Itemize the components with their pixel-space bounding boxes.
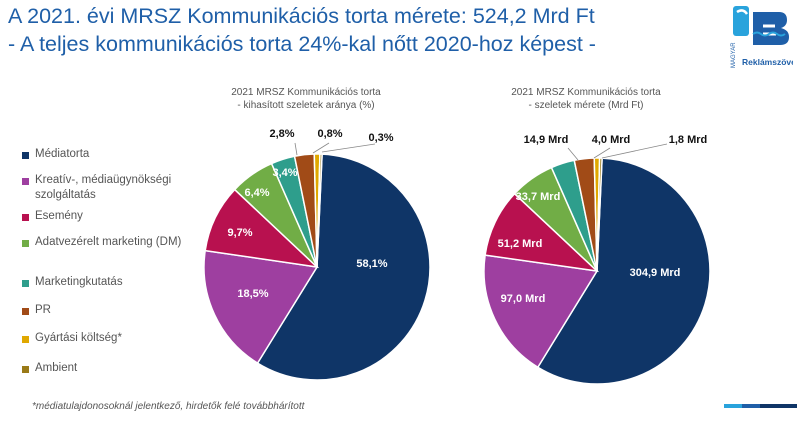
data-label: 33,7 Mrd	[516, 191, 561, 203]
legend-swatch	[22, 214, 29, 221]
data-label: 51,2 Mrd	[498, 238, 543, 250]
footnote: *médiatulajdonosoknál jelentkező, hirdet…	[32, 401, 305, 412]
page-subtitle: - A teljes kommunikációs torta 24%-kal n…	[8, 32, 596, 56]
legend-swatch	[22, 178, 29, 185]
legend-label: PR	[35, 304, 51, 316]
leader-line	[593, 147, 611, 159]
logo-vertical-text: MAGYAR	[731, 42, 737, 68]
leader-line	[321, 143, 376, 153]
data-label: 14,9 Mrd	[524, 134, 569, 146]
pie-slice	[536, 157, 711, 385]
mrsz-logo: MAGYAR Reklámszövetség	[729, 4, 800, 68]
legend-label: Esemény	[35, 210, 83, 222]
legend-swatch	[22, 152, 29, 159]
leader-line	[601, 143, 668, 159]
leader-line	[312, 142, 330, 154]
footer-bar	[724, 404, 743, 408]
legend-swatch	[22, 308, 29, 315]
data-label: 3,4%	[272, 167, 297, 179]
page-title: A 2021. évi MRSZ Kommunikációs torta mér…	[8, 4, 595, 28]
footer-bar	[742, 404, 761, 408]
pie-slice	[203, 249, 319, 365]
logo-text: Reklámszövetség	[742, 57, 793, 67]
chart-2-title: 2021 MRSZ Kommunikációs torta - szeletek …	[496, 86, 676, 112]
data-label: 6,4%	[244, 187, 269, 199]
chart-1-title: 2021 MRSZ Kommunikációs torta - kihasítot…	[216, 86, 396, 112]
pie-slice	[316, 153, 323, 268]
footer-bar	[778, 404, 797, 408]
mrsz-logo-icon: MAGYAR Reklámszövetség	[731, 6, 800, 68]
data-label: 4,0 Mrd	[592, 134, 631, 146]
legend-label: Adatvezérelt marketing (DM)	[35, 236, 182, 248]
data-label: 2,8%	[269, 128, 294, 140]
data-label: 17,7 Mrd	[468, 162, 513, 174]
leader-line	[294, 142, 298, 156]
pie-slice	[256, 153, 431, 381]
legend-label: Ambient	[35, 362, 78, 374]
legend-swatch	[22, 336, 29, 343]
pie-slice	[483, 254, 599, 369]
legend-label: Kreatív-, médiaügynökségi szolgáltatás	[35, 174, 172, 201]
footer-bar	[760, 404, 779, 408]
legend-label: Marketingkutatás	[35, 276, 123, 288]
data-label: 0,8%	[317, 128, 342, 140]
chart-title-line: - szeletek mérete (Mrd Ft)	[528, 100, 644, 111]
data-label: 58,1%	[356, 258, 387, 270]
legend-swatch	[22, 280, 29, 287]
legend-label: Gyártási költség*	[35, 332, 122, 344]
data-label: 0,3%	[368, 132, 393, 144]
data-label: 9,7%	[227, 227, 252, 239]
chart-title-line: 2021 MRSZ Kommunikációs torta	[511, 87, 661, 98]
data-label: 1,8 Mrd	[669, 134, 708, 146]
legend-label: Médiatorta	[35, 148, 90, 160]
chart-title-line: 2021 MRSZ Kommunikációs torta	[231, 87, 381, 98]
legend-swatch	[22, 366, 29, 373]
legend-swatch	[22, 240, 29, 247]
data-label: 18,5%	[237, 288, 268, 300]
data-label: 97,0 Mrd	[501, 293, 546, 305]
leader-line	[567, 147, 579, 161]
chart-title-line: - kihasított szeletek aránya (%)	[237, 100, 375, 111]
data-label: 304,9 Mrd	[630, 267, 681, 279]
